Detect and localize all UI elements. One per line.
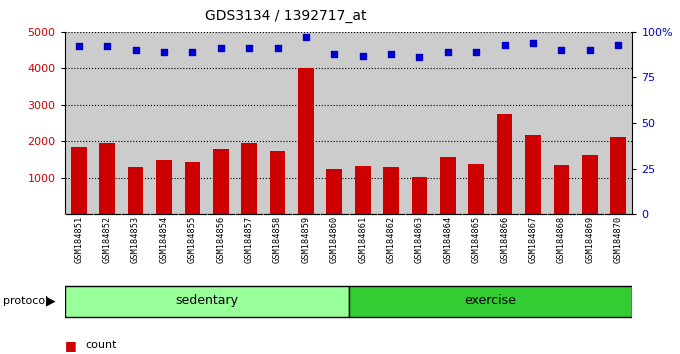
Point bbox=[329, 51, 340, 57]
Bar bbox=[263, 32, 292, 214]
Bar bbox=[469, 164, 484, 214]
Point bbox=[130, 47, 141, 53]
Point bbox=[243, 45, 254, 51]
Bar bbox=[348, 286, 632, 317]
Bar bbox=[150, 32, 178, 214]
Text: count: count bbox=[85, 340, 116, 350]
Bar bbox=[411, 177, 427, 214]
Text: sedentary: sedentary bbox=[175, 295, 238, 307]
Point bbox=[386, 51, 396, 57]
Bar bbox=[547, 32, 575, 214]
Bar bbox=[178, 32, 207, 214]
Point bbox=[102, 44, 113, 49]
Bar bbox=[121, 32, 150, 214]
Bar bbox=[384, 167, 399, 214]
Bar bbox=[207, 32, 235, 214]
Bar bbox=[462, 32, 490, 214]
Bar bbox=[575, 32, 604, 214]
Bar bbox=[377, 32, 405, 214]
Bar bbox=[497, 114, 513, 214]
Bar bbox=[292, 32, 320, 214]
Bar bbox=[65, 286, 348, 317]
Text: ■: ■ bbox=[65, 353, 76, 354]
Point bbox=[216, 45, 226, 51]
Bar bbox=[320, 32, 348, 214]
Bar bbox=[440, 157, 456, 214]
Point bbox=[272, 45, 283, 51]
Bar bbox=[156, 160, 172, 214]
Bar bbox=[71, 147, 86, 214]
Bar bbox=[93, 32, 121, 214]
Bar bbox=[348, 32, 377, 214]
Bar bbox=[582, 155, 598, 214]
Bar bbox=[128, 167, 143, 214]
Bar bbox=[611, 137, 626, 214]
Point bbox=[414, 55, 425, 60]
Point bbox=[471, 49, 481, 55]
Bar bbox=[355, 166, 371, 214]
Point bbox=[443, 49, 454, 55]
Point bbox=[528, 40, 539, 46]
Bar bbox=[99, 143, 115, 214]
Bar bbox=[65, 32, 93, 214]
Bar bbox=[241, 143, 257, 214]
Text: GDS3134 / 1392717_at: GDS3134 / 1392717_at bbox=[205, 9, 367, 23]
Point bbox=[301, 34, 311, 40]
Bar bbox=[434, 32, 462, 214]
Point bbox=[499, 42, 510, 47]
Bar bbox=[405, 32, 434, 214]
Point bbox=[73, 44, 84, 49]
Point bbox=[187, 49, 198, 55]
Bar bbox=[604, 32, 632, 214]
Point bbox=[556, 47, 567, 53]
Point bbox=[584, 47, 595, 53]
Text: protocol: protocol bbox=[3, 296, 49, 306]
Bar bbox=[235, 32, 263, 214]
Text: ▶: ▶ bbox=[46, 295, 56, 307]
Text: exercise: exercise bbox=[464, 295, 516, 307]
Bar bbox=[213, 149, 228, 214]
Bar bbox=[270, 152, 286, 214]
Bar bbox=[525, 135, 541, 214]
Text: ■: ■ bbox=[65, 339, 76, 352]
Bar bbox=[554, 165, 569, 214]
Point bbox=[357, 53, 368, 58]
Point bbox=[613, 42, 624, 47]
Bar bbox=[326, 169, 342, 214]
Bar bbox=[519, 32, 547, 214]
Bar bbox=[184, 162, 200, 214]
Bar bbox=[490, 32, 519, 214]
Point bbox=[158, 49, 169, 55]
Bar bbox=[298, 68, 313, 214]
